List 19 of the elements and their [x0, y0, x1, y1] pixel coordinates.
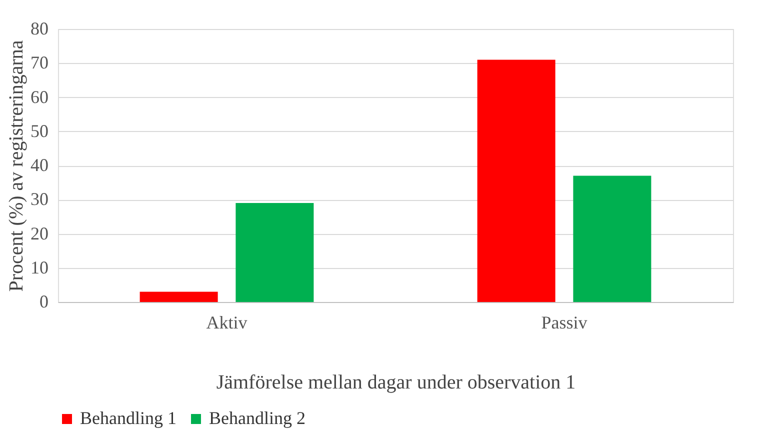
x-axis-title: Jämförelse mellan dagar under observation 1	[216, 372, 576, 394]
x-tick-label: Passiv	[541, 312, 588, 332]
y-axis-title: Procent (%) av registreringarna	[6, 40, 28, 292]
bar	[236, 203, 314, 302]
bar	[477, 60, 556, 302]
y-tick-label: 80	[30, 18, 48, 38]
y-tick-label: 20	[30, 223, 48, 244]
y-tick-label: 70	[30, 52, 48, 73]
legend-label: Behandling 2	[209, 408, 306, 428]
y-tick-label: 10	[30, 257, 48, 278]
bar	[140, 292, 218, 302]
legend-label: Behandling 1	[80, 408, 176, 428]
bar	[573, 176, 652, 302]
y-tick-label: 30	[30, 189, 48, 210]
x-tick-label: Aktiv	[206, 312, 248, 332]
y-tick-label: 60	[30, 86, 48, 107]
y-tick-label: 0	[40, 292, 48, 312]
y-tick-label: 40	[30, 155, 48, 175]
y-tick-label: 50	[30, 120, 48, 141]
